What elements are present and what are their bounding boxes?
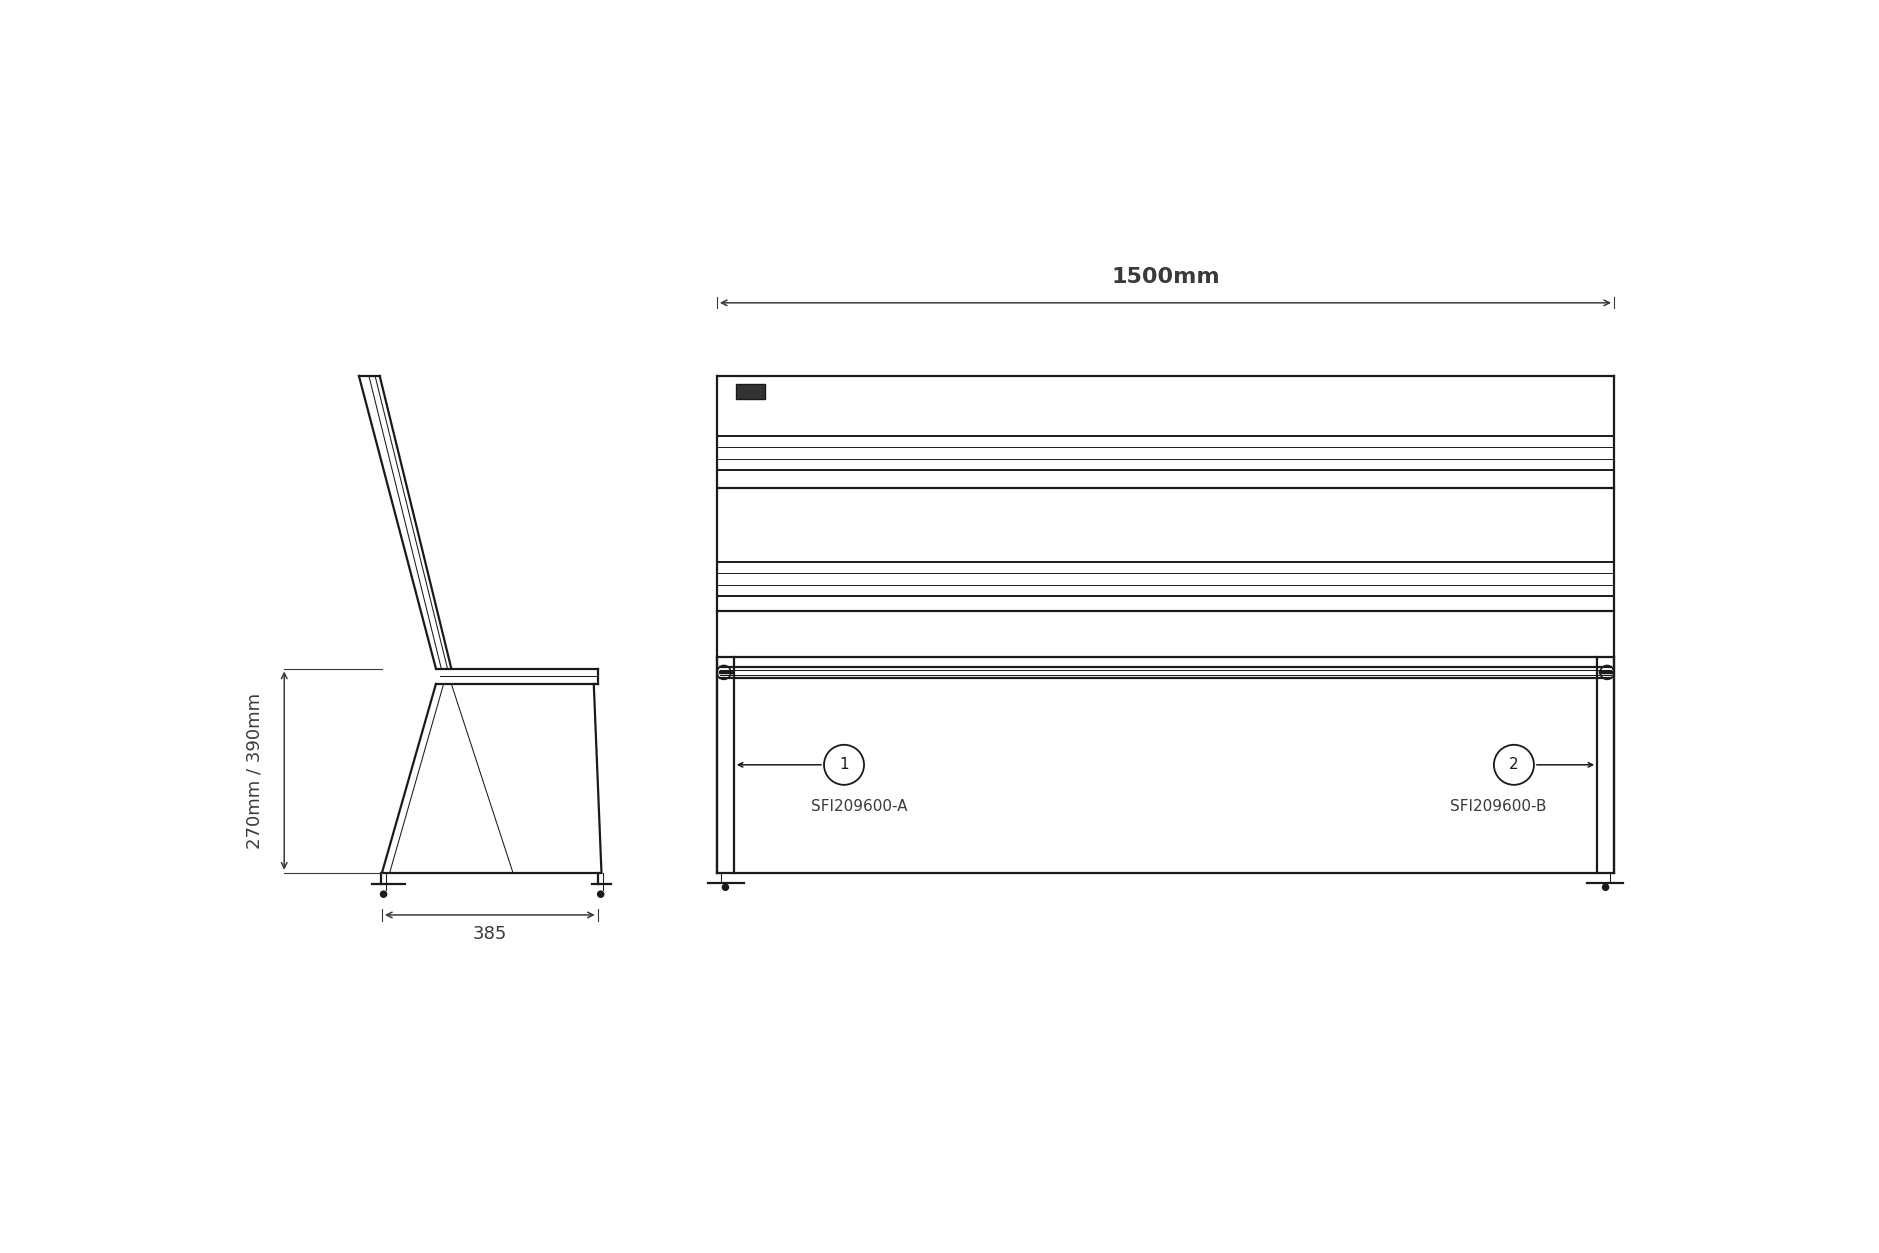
Text: 2: 2 [1509,757,1518,772]
Text: SFI209600-A: SFI209600-A [812,799,908,814]
FancyBboxPatch shape [737,383,765,398]
Circle shape [380,891,387,897]
Text: 270mm / 390mm: 270mm / 390mm [246,693,263,848]
Circle shape [722,885,729,891]
Text: 1: 1 [840,757,849,772]
Circle shape [598,891,603,897]
Text: 385: 385 [474,925,507,944]
Text: SFI209600-B: SFI209600-B [1451,799,1546,814]
Text: 1500mm: 1500mm [1110,267,1219,287]
Circle shape [1603,885,1608,891]
